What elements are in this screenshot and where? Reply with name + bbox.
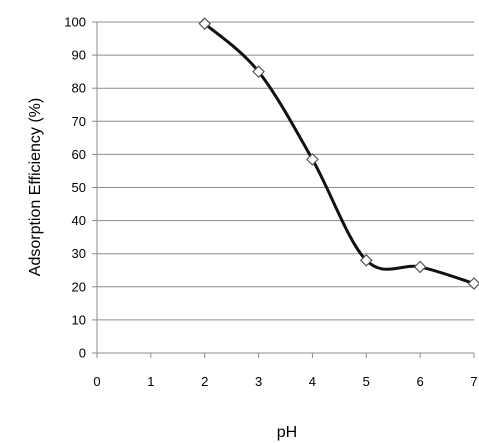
y-tick-label-100: 100 [64,15,86,30]
y-tick-label-90: 90 [72,48,86,63]
data-point-ph-5 [359,253,373,267]
y-tick-label-30: 30 [72,246,86,261]
axes [92,21,475,358]
series [203,22,476,285]
y-tick-labels: 0 10 20 30 40 50 60 70 80 90 100 [64,15,86,361]
data-markers [198,17,479,290]
y-tick-label-10: 10 [72,312,86,327]
x-tick-label-5: 5 [363,374,370,389]
data-point-ph-3 [252,65,265,78]
x-tick-labels: 0 1 2 3 4 5 6 7 [93,374,477,389]
x-tick-label-0: 0 [93,374,100,389]
gridlines [97,21,474,321]
data-point-ph-4 [306,153,319,166]
y-tick-label-60: 60 [72,147,86,162]
data-point-ph-2 [198,17,212,31]
data-point-ph-7 [467,277,479,290]
y-tick-label-0: 0 [79,346,86,361]
y-tick-label-80: 80 [72,81,86,96]
x-tick-label-3: 3 [255,374,262,389]
y-axis-title: Adsorption Efficiency (%) [27,98,44,276]
y-tick-label-40: 40 [72,213,86,228]
x-tick-label-7: 7 [470,374,477,389]
y-tick-label-70: 70 [72,114,86,129]
y-tick-label-50: 50 [72,180,86,195]
x-axis-title: pH [277,424,297,441]
x-tick-label-6: 6 [417,374,424,389]
data-point-ph-6 [413,260,427,274]
x-tick-label-1: 1 [147,374,154,389]
y-tick-label-20: 20 [72,279,86,294]
x-tick-label-4: 4 [309,374,316,389]
series-line-0 [203,22,476,285]
x-tick-label-2: 2 [201,374,208,389]
